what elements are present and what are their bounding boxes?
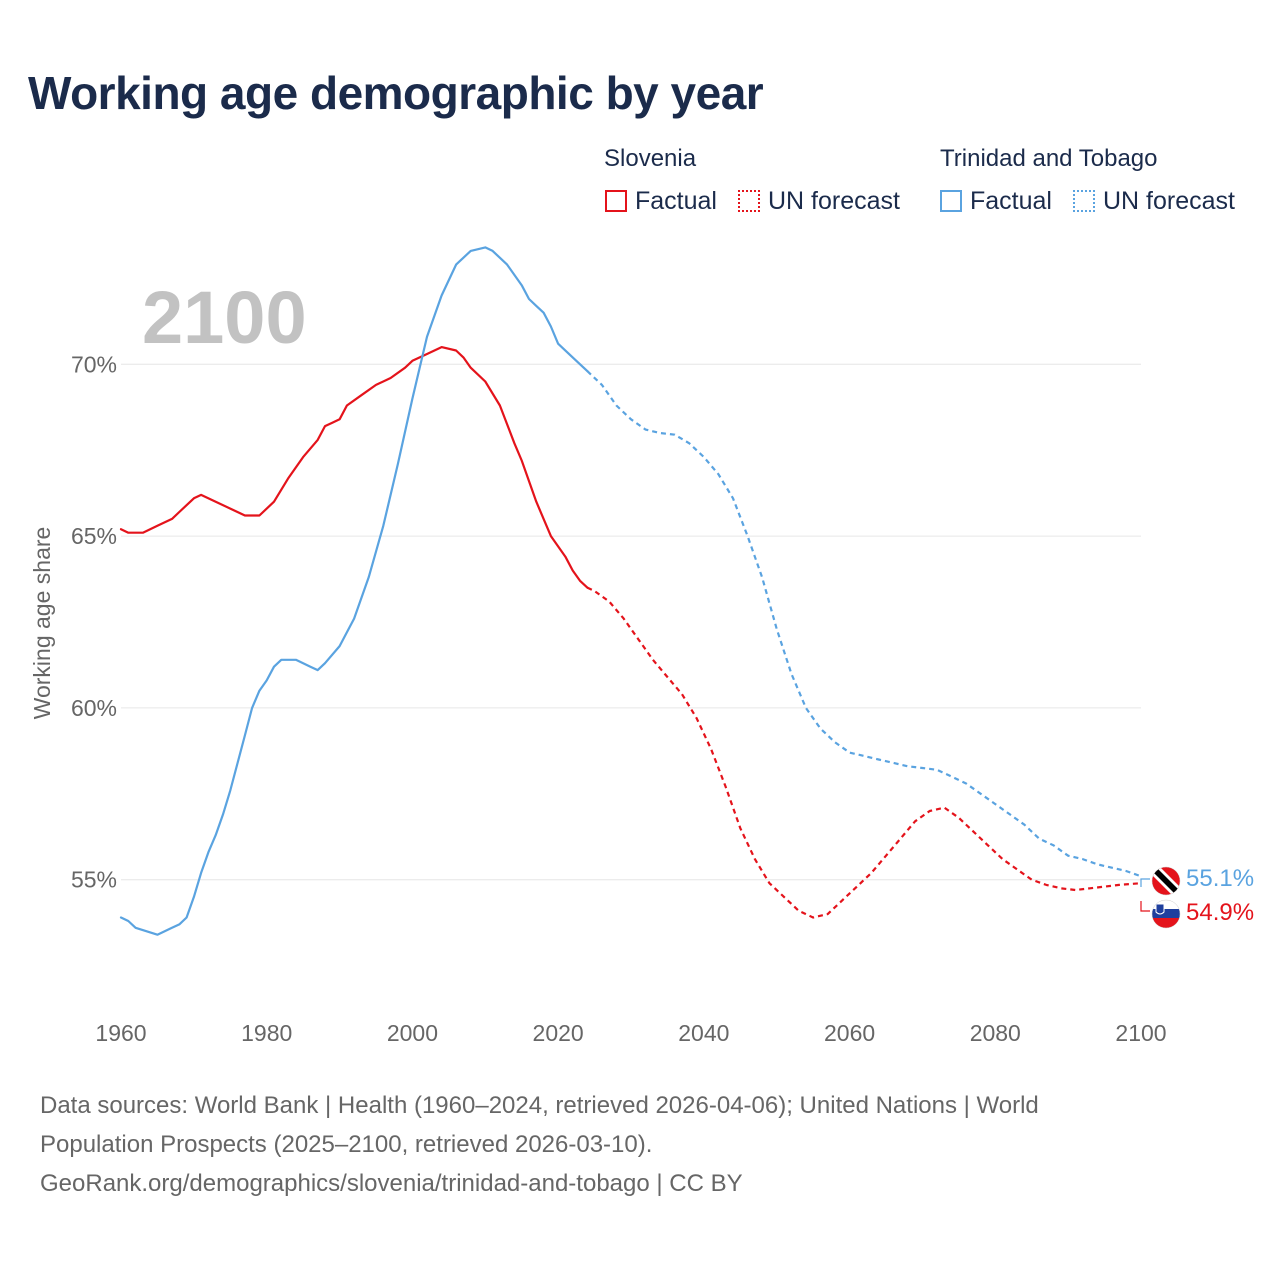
legend-swatch-dotted-red xyxy=(738,190,760,212)
x-tick-label: 1980 xyxy=(241,1020,292,1046)
x-tick-label: 2020 xyxy=(533,1020,584,1046)
y-axis-label: Working age share xyxy=(29,527,55,720)
legend-swatch-solid-blue xyxy=(940,190,962,212)
source-line-2: Population Prospects (2025–2100, retriev… xyxy=(40,1131,653,1158)
legend-group-slovenia: Slovenia xyxy=(604,145,697,172)
trinidad-flag-icon xyxy=(1151,866,1181,896)
grid-lines xyxy=(121,363,1141,881)
end-label-trinidad: 55.1% xyxy=(1186,865,1254,892)
x-tick-label: 2000 xyxy=(387,1020,438,1046)
series-line-slovenia-factual xyxy=(119,346,589,589)
series-line-slovenia-forecast xyxy=(586,586,1142,919)
data-source-note: Data sources: World Bank | Health (1960–… xyxy=(40,1086,1240,1203)
legend-label: UN forecast xyxy=(1103,186,1235,215)
series-lines xyxy=(119,246,1142,936)
legend-group-trinidad: Trinidad and Tobago xyxy=(940,145,1158,172)
legend-swatch-solid-red xyxy=(605,190,627,212)
x-tick-label: 2040 xyxy=(678,1020,729,1046)
x-tick-label: 2060 xyxy=(824,1020,875,1046)
legend-slovenia-factual[interactable]: Factual xyxy=(605,186,717,216)
x-axis-ticks: 1960 1980 2000 2020 2040 2060 2080 2100 xyxy=(95,1020,1166,1046)
x-tick-label: 1960 xyxy=(95,1020,146,1046)
legend-slovenia-forecast[interactable]: UN forecast xyxy=(738,186,900,216)
legend-label: Factual xyxy=(970,186,1052,215)
series-line-trinidad-and-tobago-factual xyxy=(119,246,589,936)
x-tick-label: 2080 xyxy=(970,1020,1021,1046)
y-tick-label: 55% xyxy=(71,867,117,893)
line-chart: 2100 55% 60% 65% 70% 1960 1980 2000 2020 2040 20… xyxy=(29,246,1254,1046)
y-tick-label: 65% xyxy=(71,523,117,549)
year-indicator: 2100 xyxy=(142,276,307,359)
end-connector-trinidad xyxy=(1140,878,1150,887)
source-line-1: Data sources: World Bank | Health (1960–… xyxy=(40,1092,1039,1119)
y-axis-ticks: 55% 60% 65% 70% xyxy=(71,351,117,892)
legend-label: Factual xyxy=(635,186,717,215)
chart-title: Working age demographic by year xyxy=(28,67,764,119)
source-line-3: GeoRank.org/demographics/slovenia/trinid… xyxy=(40,1170,743,1197)
legend-swatch-dotted-blue xyxy=(1073,190,1095,212)
y-tick-label: 60% xyxy=(71,695,117,721)
x-tick-label: 2100 xyxy=(1115,1020,1166,1046)
legend-trinidad-forecast[interactable]: UN forecast xyxy=(1073,186,1235,216)
y-tick-label: 70% xyxy=(71,351,117,377)
legend-trinidad-factual[interactable]: Factual xyxy=(940,186,1052,216)
slovenia-flag-icon xyxy=(1151,899,1181,929)
end-connector-slovenia xyxy=(1140,901,1150,912)
end-label-slovenia: 54.9% xyxy=(1186,899,1254,926)
legend-label: UN forecast xyxy=(768,186,900,215)
series-line-trinidad-and-tobago-forecast xyxy=(586,370,1142,878)
